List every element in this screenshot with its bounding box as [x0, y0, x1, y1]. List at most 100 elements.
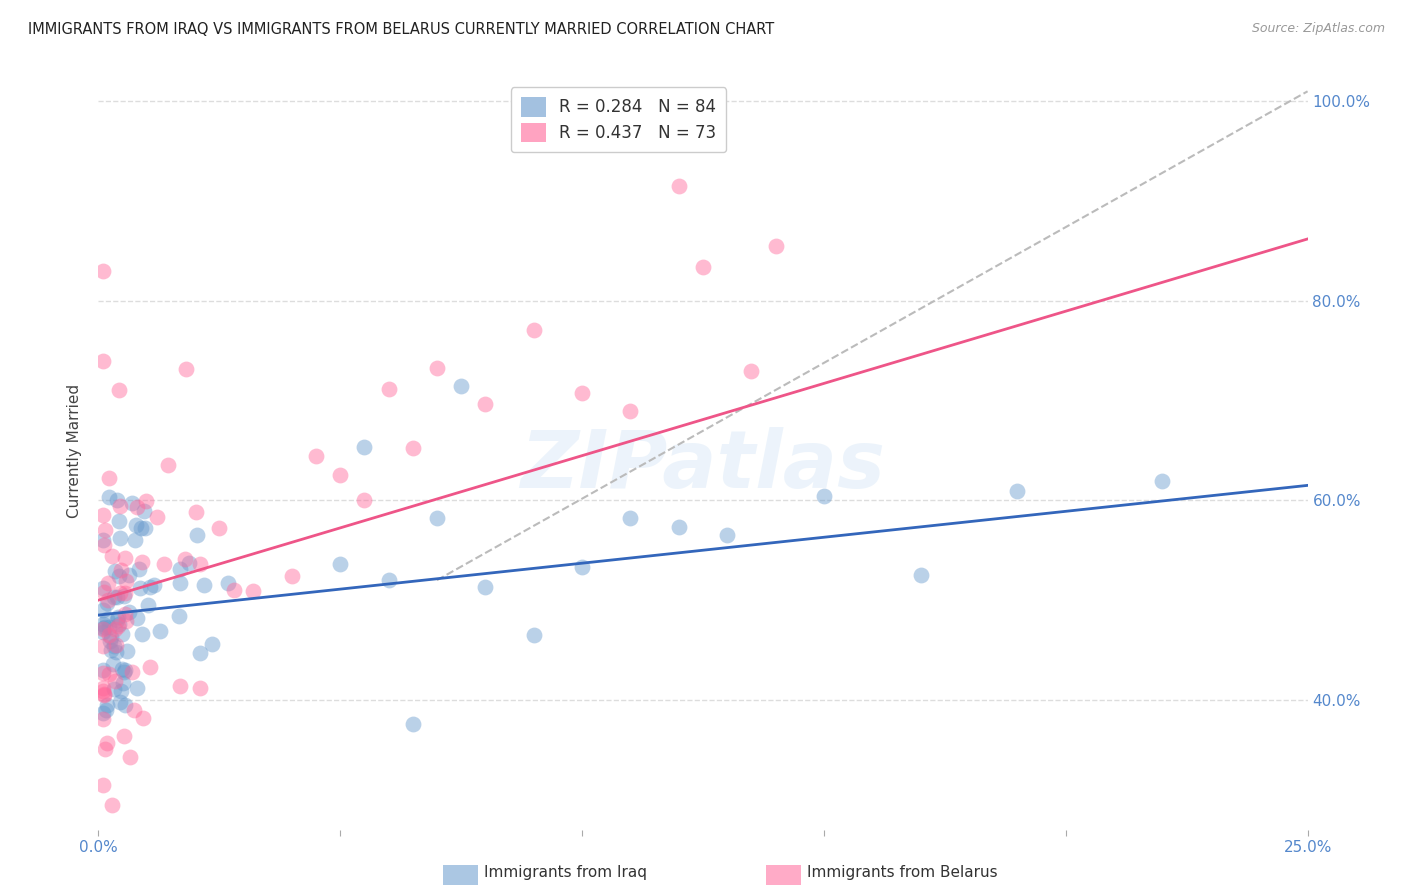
Point	[107, 610, 129, 624]
Point	[104, 673, 127, 688]
Point	[122, 703, 145, 717]
Legend: R = 0.284   N = 84, R = 0.437   N = 73: R = 0.284 N = 84, R = 0.437 N = 73	[510, 87, 725, 153]
Point	[107, 514, 129, 528]
Point	[118, 750, 141, 764]
Point	[114, 729, 136, 743]
Point	[110, 683, 132, 698]
Point	[114, 586, 136, 600]
Point	[131, 521, 153, 535]
Point	[188, 681, 211, 695]
Point	[740, 364, 762, 378]
Point	[93, 778, 115, 792]
Point	[353, 492, 375, 507]
Point	[208, 521, 231, 535]
Point	[96, 703, 118, 717]
Point	[91, 533, 114, 547]
Point	[813, 489, 835, 503]
Point	[377, 382, 399, 396]
Point	[98, 619, 121, 633]
Point	[765, 239, 787, 253]
Point	[108, 585, 131, 599]
Point	[188, 557, 211, 571]
Point	[136, 599, 159, 613]
Point	[114, 574, 136, 589]
Point	[121, 665, 143, 680]
Point	[104, 565, 127, 579]
Point	[115, 644, 138, 658]
Point	[107, 619, 129, 633]
Point	[450, 378, 472, 392]
Point	[111, 661, 134, 675]
Point	[100, 549, 122, 564]
Point	[668, 179, 690, 194]
Point	[177, 557, 200, 571]
Point	[125, 611, 148, 625]
Point	[402, 717, 425, 731]
Point	[93, 687, 115, 701]
Point	[131, 626, 153, 640]
Point	[108, 499, 131, 513]
Point	[97, 575, 120, 590]
Point	[571, 559, 593, 574]
Point	[188, 647, 211, 661]
Text: Immigrants from Iraq: Immigrants from Iraq	[484, 865, 647, 880]
Point	[108, 531, 131, 545]
Point	[692, 260, 714, 274]
Point	[157, 458, 180, 472]
Point	[105, 639, 128, 653]
Point	[169, 575, 191, 590]
Point	[125, 517, 148, 532]
Point	[115, 614, 138, 628]
Point	[910, 567, 932, 582]
Point	[103, 639, 125, 653]
Point	[128, 562, 150, 576]
Point	[329, 468, 352, 483]
Point	[91, 623, 114, 637]
Point	[103, 681, 125, 696]
Point	[111, 627, 134, 641]
Point	[114, 551, 136, 566]
Point	[110, 563, 132, 577]
Point	[169, 562, 191, 576]
Point	[91, 684, 114, 698]
Point	[114, 664, 136, 678]
Point	[91, 581, 114, 595]
Point	[108, 616, 131, 631]
Point	[281, 569, 304, 583]
Point	[94, 523, 117, 537]
Point	[98, 633, 121, 648]
Point	[91, 353, 114, 368]
Point	[474, 580, 496, 594]
Point	[169, 679, 191, 693]
Point	[222, 582, 245, 597]
Point	[112, 589, 135, 603]
Point	[134, 504, 156, 518]
Point	[91, 621, 114, 635]
Point	[91, 617, 114, 632]
Point	[96, 596, 118, 610]
Point	[1152, 474, 1174, 488]
Point	[114, 607, 136, 622]
Point	[329, 557, 352, 571]
Point	[131, 555, 153, 569]
Point	[377, 573, 399, 587]
Point	[105, 645, 128, 659]
Point	[91, 712, 114, 726]
Point	[571, 386, 593, 401]
Y-axis label: Currently Married: Currently Married	[67, 384, 83, 517]
Point	[142, 578, 165, 592]
Point	[91, 603, 114, 617]
Point	[186, 505, 208, 519]
Point	[523, 628, 546, 642]
Text: Source: ZipAtlas.com: Source: ZipAtlas.com	[1251, 22, 1385, 36]
Point	[112, 665, 135, 680]
Point	[353, 440, 375, 454]
Point	[149, 624, 172, 638]
Point	[305, 449, 328, 463]
Point	[174, 362, 197, 376]
Point	[118, 606, 141, 620]
Point	[127, 681, 149, 695]
Point	[97, 592, 120, 607]
Point	[97, 667, 120, 681]
Point	[1007, 484, 1029, 499]
